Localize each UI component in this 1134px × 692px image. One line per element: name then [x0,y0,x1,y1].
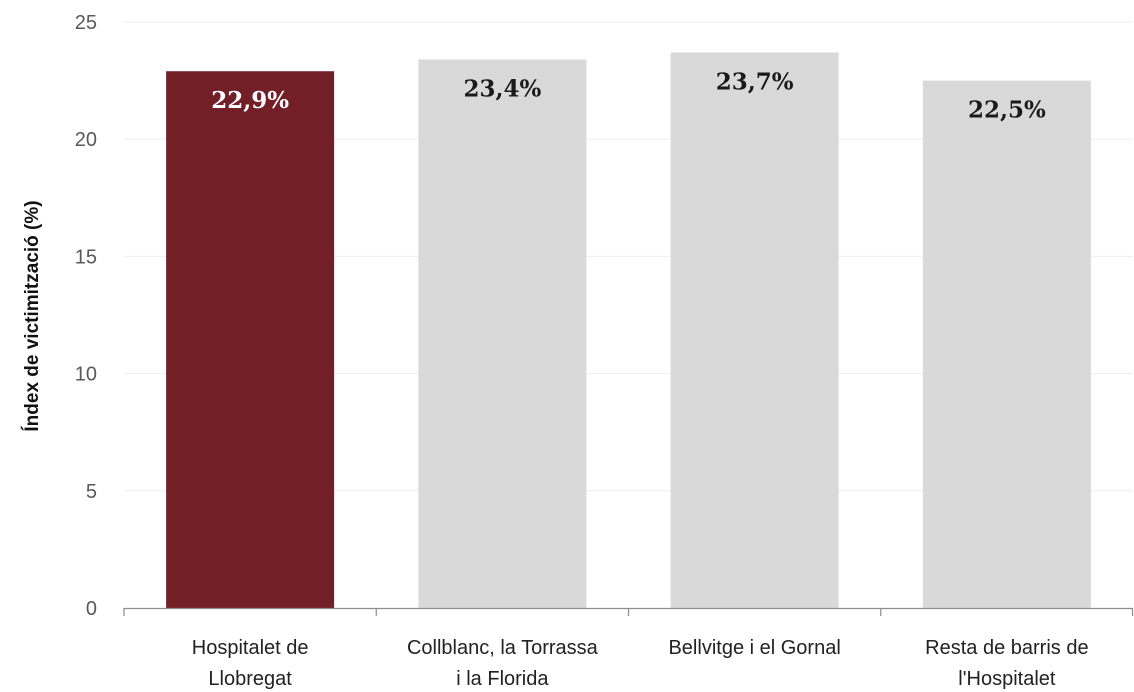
data-label: 23,7% [716,68,794,95]
y-tick-label: 25 [75,12,97,34]
y-axis-title: Índex de victimització (%) [21,200,43,431]
data-label: 22,5% [968,97,1046,124]
x-tick-label: Llobregat [208,668,292,690]
y-tick-label: 0 [86,598,97,620]
y-tick-label: 20 [75,129,97,151]
data-labels: 22,9% 23,4% 23,7% 22,5% [211,68,1046,123]
bar [418,59,587,608]
data-label: 23,4% [463,76,541,103]
y-tick-label: 10 [75,364,97,386]
bar [166,71,335,608]
y-tick-label: 15 [75,246,97,268]
bars [166,52,1091,609]
bar [670,52,839,609]
axes: 0 5 10 15 20 25 Hospitalet de Llobregat Collblan… [75,12,1134,690]
y-tick-label: 5 [86,481,97,503]
x-tick-label: Resta de barris de [925,637,1088,659]
x-tick-label: l'Hospitalet [958,668,1056,690]
bar [922,80,1091,609]
x-tick-label: Bellvitge i el Gornal [668,637,840,659]
x-tick-label: Hospitalet de [192,637,309,659]
x-tick-label: i la Florida [456,668,549,690]
data-label: 22,9% [211,87,289,114]
x-tick-label: Collblanc, la Torrassa [407,637,599,659]
